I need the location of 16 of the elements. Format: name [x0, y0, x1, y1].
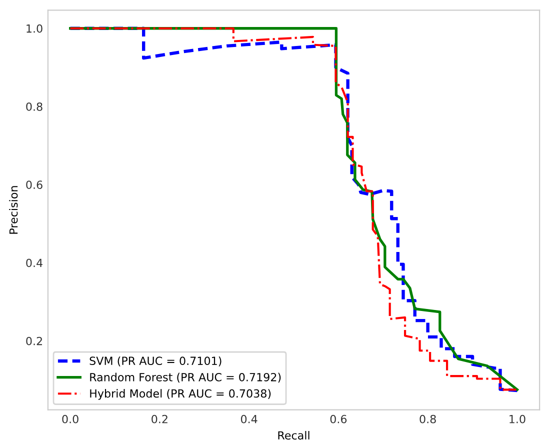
x-tick-label: 0.8 — [420, 414, 436, 424]
y-tick-label: 0.2 — [26, 336, 42, 346]
legend-label: Random Forest (PR AUC = 0.7192) — [90, 372, 281, 383]
x-tick-label: 0.6 — [330, 414, 347, 424]
legend-label: SVM (PR AUC = 0.7101) — [90, 356, 222, 366]
legend-label: Hybrid Model (PR AUC = 0.7038) — [90, 389, 271, 400]
x-tick-label: 0.4 — [240, 414, 258, 424]
y-tick-label: 0.4 — [26, 258, 42, 268]
y-axis-title: Precision — [9, 186, 18, 234]
x-tick-label: 1.0 — [510, 414, 526, 424]
x-tick-label: 0.0 — [62, 414, 78, 424]
y-tick-label: 0.6 — [26, 180, 42, 189]
y-tick-label: 1.0 — [26, 24, 42, 33]
x-axis-title: Recall — [278, 430, 310, 440]
x-tick-label: 0.2 — [152, 414, 168, 424]
y-tick-label: 0.8 — [26, 102, 42, 111]
